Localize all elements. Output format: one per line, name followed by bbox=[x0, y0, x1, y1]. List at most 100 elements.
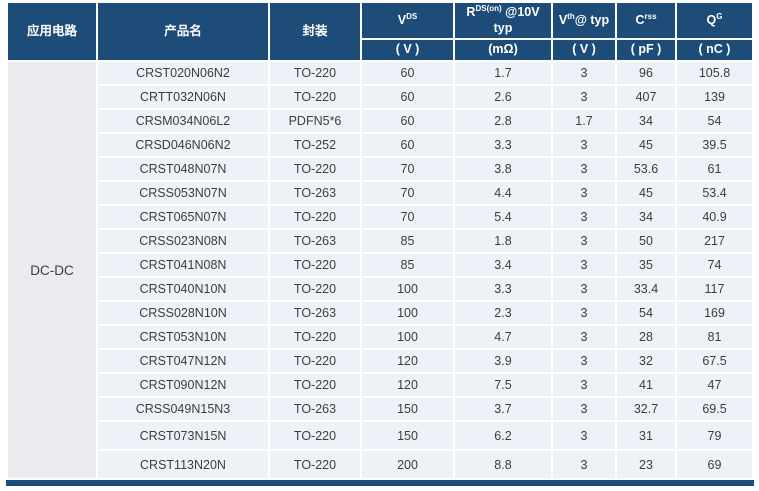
col-header-vds: VDS bbox=[362, 3, 453, 39]
package-cell: TO-220 bbox=[270, 86, 360, 109]
package-cell: TO-263 bbox=[270, 230, 360, 253]
rdson-value-cell: 2.8 bbox=[455, 110, 551, 133]
table-row: CRSS049N15N3 TO-263 150 3.7 3 32.7 69.5 bbox=[8, 398, 752, 421]
rdson-value-cell: 3.9 bbox=[455, 350, 551, 373]
table-row: CRSS053N07N TO-263 70 4.4 3 45 53.4 bbox=[8, 182, 752, 205]
table-row: DC-DC CRST020N06N2 TO-220 60 1.7 3 96 105.8 bbox=[8, 62, 752, 479]
qg-sup: G bbox=[716, 11, 723, 21]
vth-value-cell: 3 bbox=[553, 86, 615, 109]
vth-value-cell: 1.7 bbox=[553, 110, 615, 133]
vth-value-cell: 3 bbox=[553, 374, 615, 397]
rdson-value-cell: 3.8 bbox=[455, 158, 551, 181]
table-row: CRTT032N06N TO-220 60 2.6 3 407 139 bbox=[8, 86, 752, 109]
unit-qg: ( nC ) bbox=[677, 40, 752, 61]
package-cell: TO-220 bbox=[270, 278, 360, 301]
vds-value-cell: 60 bbox=[362, 110, 453, 133]
rdson-value-cell: 4.7 bbox=[455, 326, 551, 349]
vth-value-cell: 3 bbox=[553, 302, 615, 325]
vds-value-cell: 60 bbox=[362, 134, 453, 157]
package-cell: TO-220 bbox=[270, 326, 360, 349]
table-row: CRST090N12N TO-220 120 7.5 3 41 47 bbox=[8, 374, 752, 397]
vth-value-cell: 3 bbox=[553, 254, 615, 277]
vds-value-cell: 120 bbox=[362, 350, 453, 373]
rdson-value-cell: 1.8 bbox=[455, 230, 551, 253]
package-cell: TO-263 bbox=[270, 302, 360, 325]
col-header-qg: QG bbox=[677, 3, 752, 39]
package-cell: TO-220 bbox=[270, 62, 360, 85]
table-row: CRSD046N06N2 TO-252 60 3.3 3 45 39.5 bbox=[8, 134, 752, 157]
crss-value-cell: 45 bbox=[617, 134, 675, 157]
vth-sup: th bbox=[567, 11, 575, 21]
product-name-cell: CRST040N10N bbox=[98, 278, 268, 301]
table-row: CRSS028N10N TO-263 100 2.3 3 54 169 bbox=[8, 302, 752, 325]
qg-value-cell: 81 bbox=[677, 326, 752, 349]
package-cell: TO-252 bbox=[270, 134, 360, 157]
product-name-cell: CRSM034N06L2 bbox=[98, 110, 268, 133]
vth-value-cell: 3 bbox=[553, 182, 615, 205]
qg-value-cell: 39.5 bbox=[677, 134, 752, 157]
table-row: CRST041N08N TO-220 85 3.4 3 35 74 bbox=[8, 254, 752, 277]
rdson-value-cell: 2.3 bbox=[455, 302, 551, 325]
table-row: CRST073N15N TO-220 150 6.2 3 31 79 bbox=[8, 422, 752, 450]
table-row: CRSS023N08N TO-263 85 1.8 3 50 217 bbox=[8, 230, 752, 253]
qg-value-cell: 40.9 bbox=[677, 206, 752, 229]
table-row: CRSM034N06L2 PDFN5*6 60 2.8 1.7 34 54 bbox=[8, 110, 752, 133]
qg-value-cell: 69.5 bbox=[677, 398, 752, 421]
table-row: CRST047N12N TO-220 120 3.9 3 32 67.5 bbox=[8, 350, 752, 373]
rdson-value-cell: 4.4 bbox=[455, 182, 551, 205]
crss-value-cell: 28 bbox=[617, 326, 675, 349]
package-cell: TO-263 bbox=[270, 182, 360, 205]
table-row: CRST048N07N TO-220 70 3.8 3 53.6 61 bbox=[8, 158, 752, 181]
vds-value-cell: 200 bbox=[362, 451, 453, 479]
crss-value-cell: 32 bbox=[617, 350, 675, 373]
table-row: CRST065N07N TO-220 70 5.4 3 34 40.9 bbox=[8, 206, 752, 229]
table-row: CRST040N10N TO-220 100 3.3 3 33.4 117 bbox=[8, 278, 752, 301]
qg-value-cell: 74 bbox=[677, 254, 752, 277]
product-name-cell: CRST073N15N bbox=[98, 422, 268, 450]
crss-base: C bbox=[635, 12, 645, 27]
product-name-cell: CRST113N20N bbox=[98, 451, 268, 479]
vth-value-cell: 3 bbox=[553, 350, 615, 373]
vds-value-cell: 100 bbox=[362, 302, 453, 325]
crss-value-cell: 54 bbox=[617, 302, 675, 325]
package-cell: TO-220 bbox=[270, 451, 360, 479]
qg-value-cell: 217 bbox=[677, 230, 752, 253]
qg-value-cell: 61 bbox=[677, 158, 752, 181]
crss-value-cell: 34 bbox=[617, 206, 675, 229]
crss-value-cell: 50 bbox=[617, 230, 675, 253]
crss-value-cell: 23 bbox=[617, 451, 675, 479]
vth-value-cell: 3 bbox=[553, 230, 615, 253]
vth-value-cell: 3 bbox=[553, 326, 615, 349]
vds-value-cell: 70 bbox=[362, 158, 453, 181]
col-header-vth: Vth@ typ bbox=[553, 3, 615, 39]
crss-value-cell: 31 bbox=[617, 422, 675, 450]
col-header-package: 封装 bbox=[270, 3, 360, 61]
qg-value-cell: 54 bbox=[677, 110, 752, 133]
unit-rdson: (mΩ) bbox=[455, 40, 551, 61]
col-header-rdson: RDS(on) @10V typ bbox=[455, 3, 551, 39]
application-circuit-cell: DC-DC bbox=[8, 62, 96, 479]
rdson-value-cell: 3.3 bbox=[455, 134, 551, 157]
header-row-units: ( V ) (mΩ) ( V ) ( pF ) ( nC ) bbox=[8, 40, 752, 61]
rdson-value-cell: 3.7 bbox=[455, 398, 551, 421]
product-name-cell: CRSS023N08N bbox=[98, 230, 268, 253]
vds-value-cell: 150 bbox=[362, 422, 453, 450]
vds-value-cell: 85 bbox=[362, 230, 453, 253]
product-name-cell: CRST048N07N bbox=[98, 158, 268, 181]
crss-value-cell: 53.6 bbox=[617, 158, 675, 181]
vth-value-cell: 3 bbox=[553, 62, 615, 85]
crss-value-cell: 34 bbox=[617, 110, 675, 133]
product-name-cell: CRSS049N15N3 bbox=[98, 398, 268, 421]
table-body: DC-DC CRST020N06N2 TO-220 60 1.7 3 96 105.8 CRTT… bbox=[8, 62, 752, 479]
product-name-cell: CRST090N12N bbox=[98, 374, 268, 397]
qg-value-cell: 117 bbox=[677, 278, 752, 301]
product-name-cell: CRTT032N06N bbox=[98, 86, 268, 109]
rdson-value-cell: 3.3 bbox=[455, 278, 551, 301]
qg-value-cell: 79 bbox=[677, 422, 752, 450]
vds-value-cell: 70 bbox=[362, 182, 453, 205]
unit-vds: ( V ) bbox=[362, 40, 453, 61]
product-name-cell: CRST041N08N bbox=[98, 254, 268, 277]
vds-value-cell: 100 bbox=[362, 278, 453, 301]
crss-value-cell: 41 bbox=[617, 374, 675, 397]
crss-value-cell: 96 bbox=[617, 62, 675, 85]
